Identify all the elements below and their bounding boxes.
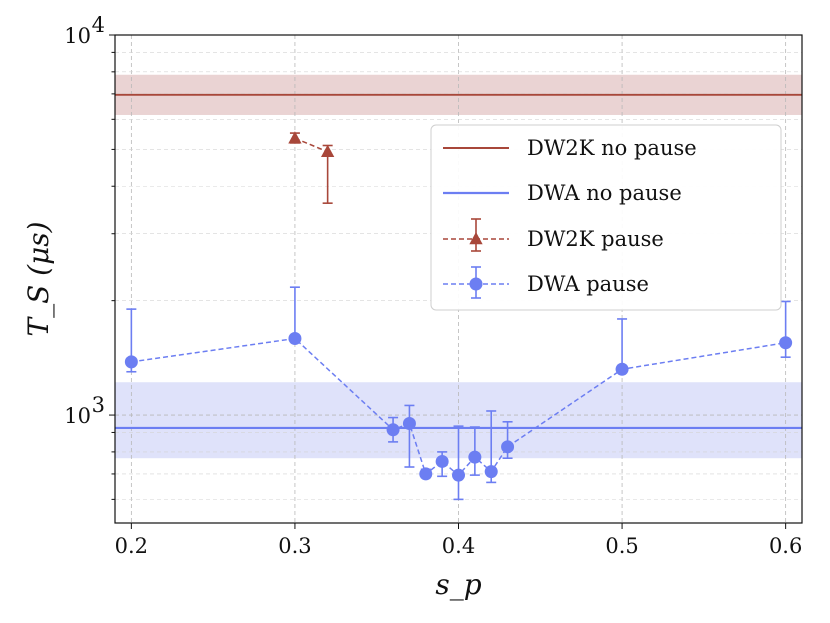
dwa-pause-point <box>419 467 433 481</box>
dwa-pause-point <box>779 336 793 350</box>
y-tick-label-exponent: 4 <box>92 13 105 37</box>
y-tick-label: 10 <box>64 404 91 428</box>
y-tick-label-exponent: 3 <box>92 393 105 417</box>
legend-label-dw2k-pause: DW2K pause <box>527 227 664 251</box>
legend-label-dwa-pause: DWA pause <box>527 272 649 296</box>
dwa-pause-point <box>615 362 629 376</box>
dwa-pause-line <box>131 337 786 477</box>
x-tick-label: 0.6 <box>769 534 802 558</box>
dwa-pause-point <box>452 468 465 482</box>
dwa-pause-point <box>288 332 302 346</box>
legend-label-dw2k-no-pause: DW2K no pause <box>527 136 697 160</box>
dwa-pause-point <box>484 465 498 479</box>
legend: DW2K no pause DWA no pause DW2K pause DWA p… <box>430 124 782 311</box>
legend-marker-dwa-pause <box>469 277 483 291</box>
x-tick-label: 0.2 <box>115 534 148 558</box>
x-axis-label: s_p <box>435 568 481 601</box>
x-tick-label: 0.5 <box>605 534 638 558</box>
dwa-pause-point <box>386 423 400 437</box>
labels-layer: 0.2 0.3 0.4 0.5 0.610 310 4s_pT_S (μs) <box>22 13 802 601</box>
dwa-pause-point <box>468 450 482 464</box>
x-tick-label: 0.3 <box>278 534 311 558</box>
ticks-layer <box>109 34 787 529</box>
y-axis-label: T_S (μs) <box>22 221 55 336</box>
x-tick-label: 0.4 <box>442 534 475 558</box>
dwa-pause-point <box>435 454 449 468</box>
series-layer <box>124 131 793 501</box>
dwa-pause-point <box>501 440 515 454</box>
y-tick-label: 10 <box>64 24 91 48</box>
legend-marker-dw2k-pause <box>469 232 483 245</box>
dwa-pause-point <box>124 355 138 369</box>
legend-box <box>430 124 782 311</box>
dw2k-pause-point <box>288 131 302 144</box>
dwa-pause-point <box>402 417 416 431</box>
dw2k-pause-line <box>294 137 328 153</box>
legend-label-dwa-no-pause: DWA no pause <box>527 181 682 205</box>
dw2k-pause-point <box>320 144 335 157</box>
